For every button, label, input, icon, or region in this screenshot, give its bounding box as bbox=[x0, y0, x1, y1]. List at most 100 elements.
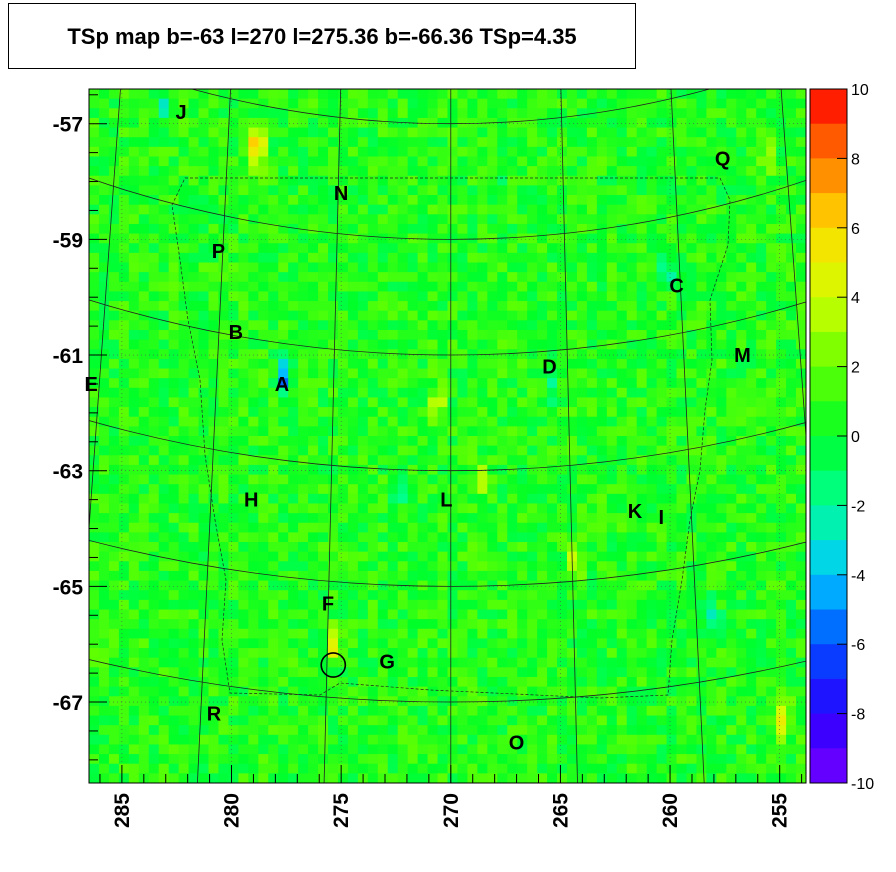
heatmap-cell bbox=[467, 301, 478, 312]
heatmap-cell bbox=[786, 407, 797, 418]
heatmap-cell bbox=[278, 445, 289, 456]
heatmap-cell bbox=[158, 648, 170, 659]
heatmap-cell bbox=[108, 127, 120, 138]
heatmap-cell bbox=[367, 156, 379, 167]
heatmap-cell bbox=[517, 320, 528, 331]
heatmap-cell bbox=[337, 426, 349, 437]
heatmap-cell bbox=[527, 551, 538, 562]
heatmap-cell bbox=[676, 628, 688, 640]
heatmap-cell bbox=[586, 725, 598, 736]
heatmap-cell bbox=[567, 522, 578, 533]
heatmap-cell bbox=[198, 89, 210, 100]
heatmap-cell bbox=[148, 609, 160, 620]
heatmap-cell bbox=[716, 619, 727, 630]
heatmap-cell bbox=[427, 329, 439, 341]
heatmap-cell bbox=[527, 320, 538, 331]
heatmap-cell bbox=[517, 503, 528, 514]
heatmap-cell bbox=[278, 204, 289, 215]
heatmap-cell bbox=[576, 513, 588, 524]
heatmap-cell bbox=[128, 272, 140, 283]
heatmap-cell bbox=[89, 320, 100, 331]
heatmap-cell bbox=[626, 243, 638, 254]
heatmap-cell bbox=[387, 397, 399, 408]
heatmap-cell bbox=[337, 117, 349, 129]
heatmap-cell bbox=[337, 98, 349, 109]
heatmap-cell bbox=[168, 349, 180, 360]
heatmap-cell bbox=[686, 108, 698, 119]
heatmap-cell bbox=[557, 455, 568, 466]
heatmap-cell bbox=[487, 272, 498, 283]
heatmap-cell bbox=[746, 725, 757, 736]
heatmap-cell bbox=[218, 137, 230, 148]
heatmap-cell bbox=[347, 503, 359, 514]
heatmap-cell bbox=[427, 513, 439, 524]
heatmap-cell bbox=[168, 98, 180, 109]
heatmap-cell bbox=[208, 214, 220, 225]
heatmap-cell bbox=[228, 407, 239, 418]
heatmap-cell bbox=[567, 445, 578, 456]
heatmap-cell bbox=[328, 281, 339, 293]
heatmap-cell bbox=[766, 262, 777, 273]
heatmap-cell bbox=[636, 599, 648, 611]
heatmap-cell bbox=[337, 349, 349, 360]
heatmap-cell bbox=[407, 628, 419, 640]
heatmap-cell bbox=[407, 455, 419, 466]
heatmap-cell bbox=[148, 281, 160, 293]
heatmap-cell bbox=[188, 676, 200, 688]
heatmap-cell bbox=[128, 436, 140, 447]
heatmap-cell bbox=[248, 676, 259, 688]
heatmap-cell bbox=[576, 667, 588, 678]
heatmap-cell bbox=[746, 426, 757, 437]
heatmap-cell bbox=[766, 715, 777, 726]
heatmap-cell bbox=[128, 561, 140, 572]
heatmap-cell bbox=[626, 223, 638, 235]
heatmap-cell bbox=[776, 358, 787, 370]
heatmap-cell bbox=[397, 503, 409, 514]
heatmap-cell bbox=[89, 349, 100, 360]
heatmap-cell bbox=[387, 378, 399, 389]
heatmap-cell bbox=[118, 542, 130, 553]
heatmap-cell bbox=[377, 676, 389, 688]
heatmap-cell bbox=[656, 484, 668, 495]
heatmap-cell bbox=[288, 542, 299, 553]
heatmap-cell bbox=[188, 339, 200, 350]
heatmap-cell bbox=[616, 599, 628, 611]
heatmap-cell bbox=[208, 445, 220, 456]
heatmap-cell bbox=[467, 397, 478, 408]
heatmap-cell bbox=[89, 532, 100, 543]
heatmap-cell bbox=[746, 445, 757, 456]
heatmap-cell bbox=[736, 532, 747, 543]
heatmap-cell bbox=[497, 561, 508, 572]
heatmap-cell bbox=[347, 570, 359, 582]
heatmap-cell bbox=[108, 561, 120, 572]
heatmap-cell bbox=[98, 204, 110, 215]
heatmap-cell bbox=[586, 580, 598, 591]
heatmap-cell bbox=[447, 696, 459, 707]
heatmap-cell bbox=[586, 397, 598, 408]
heatmap-cell bbox=[567, 397, 578, 408]
heatmap-cell bbox=[716, 358, 727, 370]
heatmap-cell bbox=[308, 686, 319, 697]
heatmap-cell bbox=[387, 127, 399, 138]
heatmap-cell bbox=[427, 272, 439, 283]
heatmap-cell bbox=[626, 175, 638, 186]
heatmap-cell bbox=[517, 522, 528, 533]
heatmap-cell bbox=[447, 127, 459, 138]
heatmap-cell bbox=[298, 329, 309, 341]
heatmap-cell bbox=[118, 532, 130, 543]
heatmap-cell bbox=[457, 464, 469, 476]
heatmap-cell bbox=[318, 175, 329, 186]
heatmap-cell bbox=[347, 696, 359, 707]
heatmap-cell bbox=[178, 522, 190, 533]
heatmap-cell bbox=[218, 436, 230, 447]
heatmap-cell bbox=[168, 667, 180, 678]
heatmap-cell bbox=[736, 426, 747, 437]
heatmap-cell bbox=[616, 378, 628, 389]
heatmap-cell bbox=[407, 301, 419, 312]
heatmap-cell bbox=[666, 166, 678, 177]
heatmap-cell bbox=[298, 609, 309, 620]
heatmap-cell bbox=[108, 580, 120, 591]
heatmap-cell bbox=[308, 358, 319, 370]
heatmap-cell bbox=[517, 551, 528, 562]
heatmap-cell bbox=[676, 108, 688, 119]
